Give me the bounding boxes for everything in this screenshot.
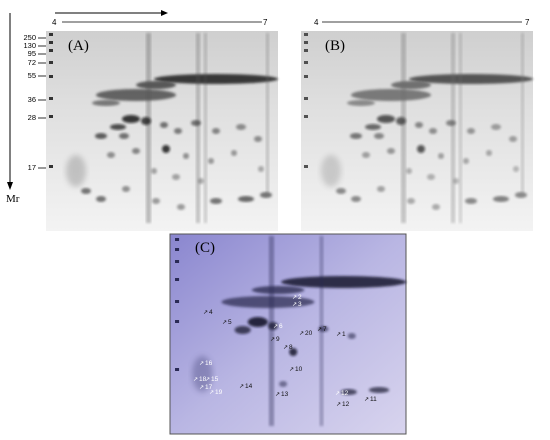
spot-label: 10 (289, 366, 302, 374)
spot-label: 9 (270, 336, 280, 344)
spot-label: 13 (275, 391, 288, 399)
ph-start-label-b: 4 (314, 18, 319, 27)
spot-label: 19 (209, 389, 222, 397)
spot-label: 20 (299, 330, 312, 338)
spot-label: 18 (193, 376, 206, 384)
spot-label: 1 (336, 331, 346, 339)
spot-label: 12 (336, 401, 349, 409)
ph-end-label-a: 7 (263, 18, 268, 27)
mw-label: 72 (27, 58, 36, 67)
spot-label: 14 (239, 383, 252, 391)
gel-panel-c (169, 233, 407, 435)
mr-label: Mr (6, 193, 20, 205)
mw-label: 36 (27, 95, 36, 104)
spot-label: 5 (222, 319, 232, 327)
mw-marker-ticks (38, 37, 46, 169)
spot-label: 3 (292, 301, 302, 309)
spot-label: 8 (283, 344, 293, 352)
gel-panel-a (46, 31, 278, 231)
mw-label: 250 (23, 33, 36, 42)
spot-label: 12 (335, 390, 348, 398)
gel-panel-b (301, 31, 533, 231)
spot-label: 6 (273, 323, 283, 331)
mw-label: 95 (27, 49, 36, 58)
spot-label: 17 (199, 384, 212, 392)
spot-label: 4 (203, 309, 213, 317)
spot-label: 16 (199, 360, 212, 368)
mw-label: 28 (27, 113, 36, 122)
panel-b-label: (B) (325, 38, 345, 54)
spot-label: 2 (292, 294, 302, 302)
ph-end-label-b: 7 (525, 18, 530, 27)
mw-label: 17 (27, 163, 36, 172)
spot-label: 7 (317, 326, 327, 334)
panel-a-label: (A) (68, 38, 89, 54)
spot-label: 15 (205, 376, 218, 384)
ph-start-label-a: 4 (52, 18, 57, 27)
spot-label: 11 (364, 396, 377, 404)
mw-label: 130 (23, 41, 36, 50)
panel-c-label: (C) (195, 240, 215, 256)
mw-label: 55 (27, 71, 36, 80)
